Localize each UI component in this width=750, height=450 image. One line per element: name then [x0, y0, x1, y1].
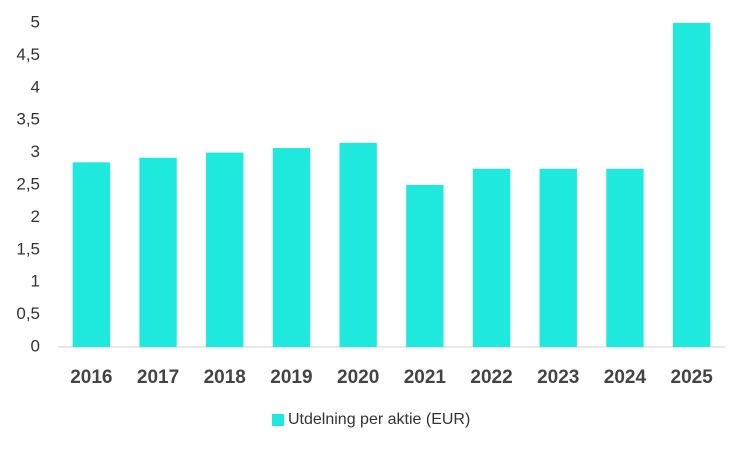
y-tick-label: 1,5 — [16, 239, 40, 258]
x-tick-label: 2023 — [537, 367, 579, 388]
y-tick-label: 2 — [31, 207, 40, 226]
x-tick-label: 2021 — [404, 367, 447, 388]
bar — [472, 168, 511, 347]
y-tick-label: 5 — [31, 12, 40, 31]
y-tick-label: 2,5 — [16, 174, 40, 193]
bar — [539, 168, 577, 347]
bar — [206, 152, 244, 347]
x-tick-label: 2025 — [671, 367, 714, 388]
y-tick-label: 0 — [31, 336, 40, 355]
bar — [672, 23, 711, 347]
x-tick-label: 2022 — [470, 367, 512, 388]
x-tick-label: 2016 — [70, 367, 112, 388]
bar — [139, 157, 177, 347]
y-tick-label: 3 — [31, 142, 40, 161]
x-tick-label: 2018 — [204, 367, 246, 388]
y-tick-label: 0,5 — [16, 304, 40, 323]
bar — [272, 148, 311, 347]
x-tick-label: 2017 — [137, 367, 179, 388]
bar — [606, 168, 644, 347]
legend-swatch — [272, 414, 284, 426]
legend-label: Utdelning per aktie (EUR) — [288, 411, 470, 428]
bar — [406, 185, 444, 347]
x-tick-label: 2019 — [270, 367, 312, 388]
y-tick-label: 1 — [31, 272, 40, 291]
y-tick-label: 3,5 — [16, 110, 40, 129]
y-tick-label: 4,5 — [16, 45, 40, 64]
y-tick-label: 4 — [31, 77, 40, 96]
x-tick-label: 2020 — [337, 367, 379, 388]
bar — [339, 142, 377, 347]
bar — [72, 162, 111, 347]
x-tick-label: 2024 — [604, 367, 647, 388]
